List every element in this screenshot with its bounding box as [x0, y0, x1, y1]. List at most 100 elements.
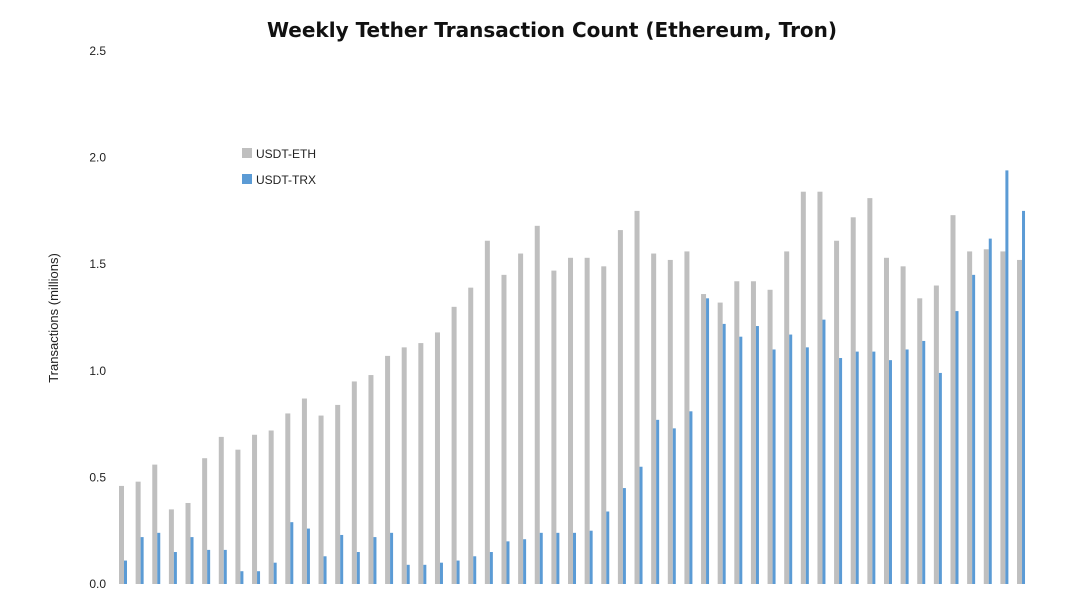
- bar-usdt-eth: [501, 274, 507, 584]
- bar-usdt-trx: [456, 560, 460, 584]
- bar-usdt-trx: [439, 562, 443, 584]
- bar-usdt-trx: [523, 539, 527, 584]
- bar-usdt-trx: [722, 323, 726, 584]
- bar-usdt-trx: [622, 488, 626, 584]
- legend: USDT-ETH USDT-TRX: [242, 147, 316, 187]
- bar-usdt-trx: [489, 552, 493, 584]
- bar-usdt-eth: [434, 332, 440, 584]
- bar-usdt-eth: [784, 251, 790, 584]
- bar-usdt-eth: [218, 436, 224, 584]
- bar-usdt-eth: [235, 449, 241, 584]
- bar-usdt-trx: [639, 466, 643, 584]
- bar-usdt-eth: [1000, 251, 1006, 584]
- bar-usdt-trx: [506, 541, 510, 584]
- bar-usdt-trx: [689, 411, 693, 584]
- bar-usdt-trx: [190, 537, 194, 584]
- bar-usdt-eth: [701, 294, 707, 584]
- bar-usdt-eth: [684, 251, 690, 584]
- bar-usdt-eth: [900, 266, 906, 584]
- bar-usdt-trx: [373, 537, 377, 584]
- y-tick-label: 1.0: [89, 364, 106, 378]
- y-axis-ticks: 0.0 0.5 1.0 1.5 2.0 2.5: [89, 44, 106, 591]
- bar-usdt-trx: [589, 530, 593, 584]
- bar-usdt-trx: [473, 556, 477, 584]
- legend-label-usdt-trx: USDT-TRX: [256, 173, 316, 187]
- bar-usdt-eth: [667, 259, 673, 584]
- bar-usdt-trx: [140, 537, 144, 584]
- bar-usdt-eth: [351, 381, 357, 584]
- bar-usdt-trx: [822, 319, 826, 584]
- bar-usdt-eth: [152, 464, 158, 584]
- bar-usdt-trx: [888, 360, 892, 584]
- bar-usdt-eth: [717, 302, 723, 584]
- bar-usdt-eth: [518, 253, 524, 585]
- bar-usdt-trx: [706, 298, 710, 584]
- bar-usdt-eth: [401, 347, 407, 584]
- bar-usdt-eth: [484, 240, 490, 584]
- bar-usdt-trx: [772, 349, 776, 584]
- bar-usdt-trx: [789, 334, 793, 584]
- bar-usdt-trx: [173, 552, 177, 584]
- bar-usdt-trx: [739, 336, 743, 584]
- bar-usdt-eth: [568, 257, 574, 584]
- bar-usdt-trx: [157, 532, 161, 584]
- bar-usdt-eth: [651, 253, 657, 585]
- y-tick-label: 0.5: [89, 470, 106, 484]
- bar-usdt-trx: [124, 560, 127, 584]
- bar-usdt-trx: [755, 326, 759, 584]
- bar-usdt-trx: [872, 351, 876, 584]
- bar-usdt-eth: [584, 257, 590, 584]
- bar-usdt-trx: [356, 552, 360, 584]
- bar-usdt-eth: [634, 210, 640, 584]
- bar-usdt-trx: [539, 532, 543, 584]
- bar-usdt-eth: [418, 343, 424, 584]
- bar-usdt-trx: [207, 549, 211, 584]
- bar-usdt-eth: [335, 404, 341, 584]
- bar-usdt-eth: [285, 413, 291, 584]
- bar-usdt-eth: [301, 398, 307, 584]
- y-tick-label: 2.0: [89, 151, 106, 165]
- bar-usdt-trx: [340, 534, 344, 584]
- bar-usdt-eth: [168, 509, 174, 584]
- bar-usdt-trx: [223, 549, 227, 584]
- bar-usdt-eth: [1017, 259, 1023, 584]
- bar-usdt-eth: [950, 215, 956, 584]
- bar-usdt-eth: [800, 191, 806, 584]
- y-tick-label: 0.0: [89, 577, 106, 591]
- bar-usdt-eth: [385, 355, 391, 584]
- bar-usdt-trx: [556, 532, 560, 584]
- bar-usdt-trx: [855, 351, 859, 584]
- bar-usdt-trx: [606, 511, 610, 584]
- bar-usdt-eth: [750, 281, 756, 584]
- bar-usdt-eth: [135, 481, 141, 584]
- bar-usdt-trx: [955, 311, 959, 584]
- y-tick-label: 2.5: [89, 44, 106, 58]
- bar-usdt-trx: [1005, 170, 1009, 584]
- bar-usdt-trx: [922, 340, 926, 584]
- legend-swatch-usdt-trx: [242, 174, 252, 184]
- bars: [119, 170, 1026, 585]
- bar-usdt-eth: [185, 502, 191, 584]
- y-tick-label: 1.5: [89, 257, 106, 271]
- bar-usdt-eth: [601, 266, 607, 584]
- bar-usdt-eth: [917, 298, 923, 584]
- bar-usdt-eth: [967, 251, 973, 584]
- chart-title: Weekly Tether Transaction Count (Ethereu…: [267, 18, 837, 42]
- bar-usdt-trx: [805, 347, 809, 584]
- bar-usdt-eth: [933, 285, 939, 584]
- bar-usdt-eth: [817, 191, 823, 584]
- bar-usdt-eth: [767, 289, 773, 584]
- bar-usdt-trx: [273, 562, 277, 584]
- bar-usdt-trx: [290, 522, 294, 584]
- bar-usdt-eth: [119, 485, 124, 584]
- bar-usdt-eth: [551, 270, 557, 584]
- bar-usdt-trx: [905, 349, 909, 584]
- bar-usdt-trx: [1022, 210, 1026, 584]
- bar-usdt-eth: [883, 257, 889, 584]
- bar-usdt-eth: [468, 287, 474, 584]
- bar-usdt-eth: [252, 434, 258, 584]
- bar-usdt-eth: [268, 430, 274, 584]
- bar-usdt-trx: [573, 532, 577, 584]
- bar-usdt-eth: [834, 240, 840, 584]
